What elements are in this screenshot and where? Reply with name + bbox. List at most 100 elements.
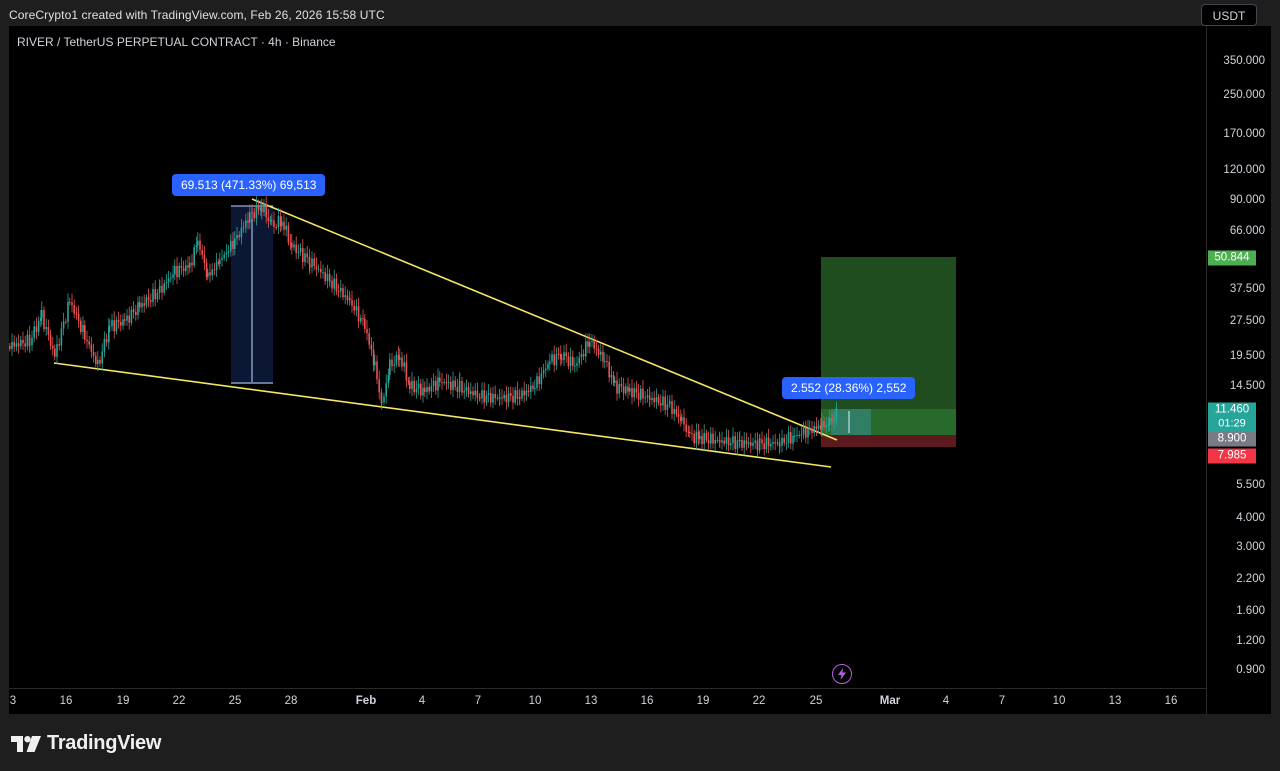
time-tick: 7 [998, 695, 1006, 707]
candle-body [523, 390, 525, 396]
candle-body [289, 242, 292, 244]
candle-body [187, 265, 189, 268]
candle-body [255, 205, 258, 219]
candle-body [199, 240, 201, 250]
candle-body [447, 381, 450, 384]
candle-body [525, 390, 528, 396]
candle-body [211, 269, 213, 276]
candle-body [536, 376, 538, 389]
price-tick: 19.500 [1229, 350, 1265, 362]
candle-body [320, 268, 322, 273]
candle-body [163, 283, 165, 293]
candle-body [185, 265, 187, 272]
candle-body [49, 334, 52, 346]
candle-body [532, 385, 534, 389]
candle-body [389, 359, 391, 375]
candle-body [230, 240, 232, 252]
candle-body [372, 349, 375, 366]
brand[interactable]: TradingView [11, 732, 161, 755]
candle-body [9, 346, 11, 349]
candle-body [595, 348, 598, 350]
candle-body [424, 387, 426, 393]
candle-body [351, 299, 353, 306]
candle-body [770, 444, 772, 447]
candle-body [293, 244, 295, 248]
candle-body [499, 397, 501, 400]
bolt-icon[interactable] [832, 664, 852, 684]
candle-body [627, 386, 629, 392]
price-scale[interactable]: 350.000 250.000 170.000 120.000 90.000 6… [1206, 26, 1271, 714]
candle-body [279, 216, 282, 227]
candle-body [829, 418, 831, 425]
candle-body [141, 303, 143, 308]
candle-body [743, 440, 745, 448]
measure-label-breakout: 2.552 (28.36%) 2,552 [782, 377, 916, 399]
candle-body [174, 265, 176, 275]
candle-body [747, 442, 750, 445]
candle-body [378, 379, 380, 393]
candle-body [376, 361, 378, 380]
candle-body [635, 388, 638, 393]
candle-body [426, 386, 428, 393]
time-tick: 19 [696, 695, 710, 707]
candle-body [82, 325, 84, 332]
time-tick: 22 [752, 695, 766, 707]
candle-body [413, 380, 415, 393]
candle-body [739, 439, 741, 442]
candle-body [322, 272, 324, 274]
price-tick: 1.200 [1236, 635, 1265, 647]
candle-body [456, 387, 459, 392]
candle-body [721, 440, 723, 443]
time-tick: 4 [418, 695, 426, 707]
candle-body [640, 388, 642, 400]
candle-body [660, 403, 662, 406]
price-tick: 2.200 [1236, 573, 1265, 585]
candle-body [45, 326, 47, 330]
candle-body [557, 353, 560, 355]
candle-body [277, 216, 280, 228]
candle-body [195, 245, 198, 248]
currency-button[interactable]: USDT [1201, 4, 1257, 26]
candle-body [545, 368, 547, 371]
candle-body [655, 397, 658, 402]
candle-body [821, 421, 823, 430]
price-tick: 350.000 [1223, 55, 1265, 67]
candle-body [673, 408, 675, 415]
candle-body [368, 333, 370, 345]
candle-body [827, 424, 830, 426]
time-tick: 25 [228, 695, 242, 707]
candle-body [132, 309, 135, 312]
price-tick: 37.500 [1229, 283, 1265, 295]
candle-body [395, 354, 398, 365]
candle-body [178, 265, 180, 278]
candle-body [317, 268, 320, 270]
candle-body [60, 328, 63, 346]
candle-body [103, 338, 106, 352]
candle-body [710, 433, 712, 444]
candle-body [29, 345, 31, 347]
candle-body [437, 377, 439, 391]
candle-body [253, 212, 255, 219]
candle-body [600, 351, 602, 355]
candle-body [205, 262, 208, 277]
candle-body [355, 306, 358, 311]
candle-body [483, 390, 485, 403]
candle-body [719, 440, 721, 443]
symbol-title[interactable]: RIVER / TetherUS PERPETUAL CONTRACT · 4h… [17, 35, 336, 49]
price-tick: 14.500 [1229, 380, 1265, 392]
candle-body [610, 374, 613, 378]
chart-plot-area[interactable]: RIVER / TetherUS PERPETUAL CONTRACT · 4h… [9, 26, 1206, 688]
candle-body [399, 357, 401, 360]
candle-body [576, 363, 578, 366]
candle-body [790, 432, 792, 444]
candle-body [501, 397, 503, 399]
footer: TradingView [0, 714, 1280, 771]
price-chart[interactable] [9, 26, 1206, 688]
time-scale[interactable]: 3 16 19 22 25 28 Feb 4 7 10 13 16 19 22 … [9, 688, 1206, 715]
candle-body [551, 354, 553, 362]
candle-body [727, 437, 730, 446]
candle-body [800, 434, 803, 436]
candle-body [97, 359, 99, 365]
candle-body [758, 438, 761, 451]
candle-body [705, 432, 708, 441]
